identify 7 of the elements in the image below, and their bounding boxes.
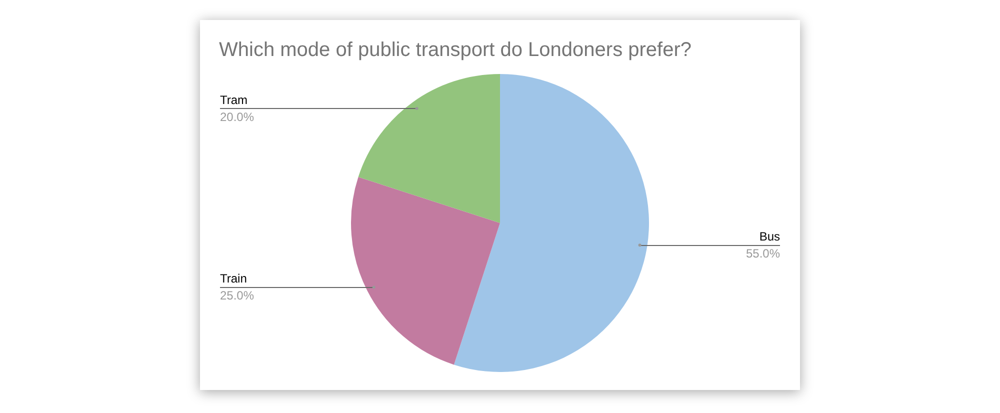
data-label: 25.0% (220, 288, 254, 303)
slice-label: Tram (220, 92, 248, 107)
data-label: 20.0% (220, 110, 254, 124)
slice-label: Bus (759, 229, 780, 244)
chart-title: Which mode of public transport do Londoners prefer? (219, 39, 692, 62)
data-label: 55.0% (746, 246, 780, 260)
slice-label: Train (220, 272, 247, 286)
